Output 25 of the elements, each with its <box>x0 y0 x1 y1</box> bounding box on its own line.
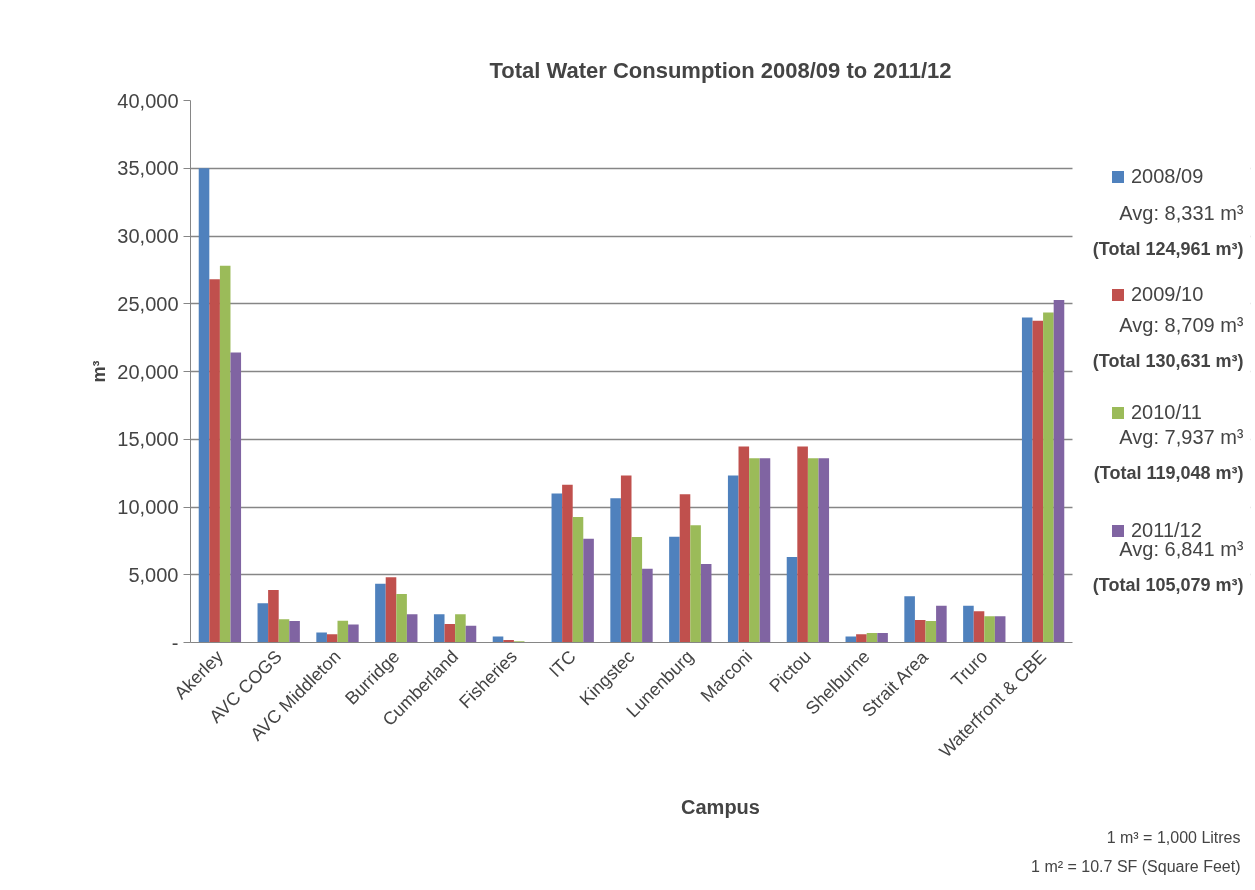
text: (Total 119,048 m³) <box>1093 462 1244 483</box>
text: Avg: 8,331 m³ <box>1119 201 1244 224</box>
legend-label: 2010/11 <box>1131 401 1202 424</box>
legend-label: 2008/09 <box>1131 165 1204 188</box>
x-axis-title: Campus <box>681 796 760 819</box>
y-axis-title: m³ <box>89 360 110 383</box>
legend-label: 2009/10 <box>1131 283 1204 306</box>
chart-title: Total Water Consumption 2008/09 to 2011/12 <box>489 58 952 83</box>
y-tick-label: 40,000 <box>117 89 179 112</box>
text: 1 m² = 10.7 SF (Square Feet) <box>1031 857 1241 875</box>
text: Avg: 7,937 m³ <box>1119 425 1244 448</box>
y-tick-label: 20,000 <box>117 360 179 383</box>
text: (Total 124,961 m³) <box>1092 238 1244 259</box>
text: (Total 105,079 m³) <box>1092 574 1244 595</box>
text: Avg: 8,709 m³ <box>1119 313 1244 336</box>
x-tick-label: ITC <box>545 646 580 682</box>
y-tick-label: 35,000 <box>117 157 179 180</box>
y-tick-label: 10,000 <box>117 496 179 518</box>
y-tick-label: 5,000 <box>128 563 179 586</box>
y-tick-label: 25,000 <box>117 292 179 315</box>
text: (Total 130,631 m³) <box>1092 350 1244 371</box>
y-tick-label: 15,000 <box>117 428 179 451</box>
text: 1 m³ = 1,000 Litres <box>1106 828 1241 846</box>
y-tick-label: 30,000 <box>117 225 179 247</box>
y-tick-label: - <box>171 631 179 654</box>
